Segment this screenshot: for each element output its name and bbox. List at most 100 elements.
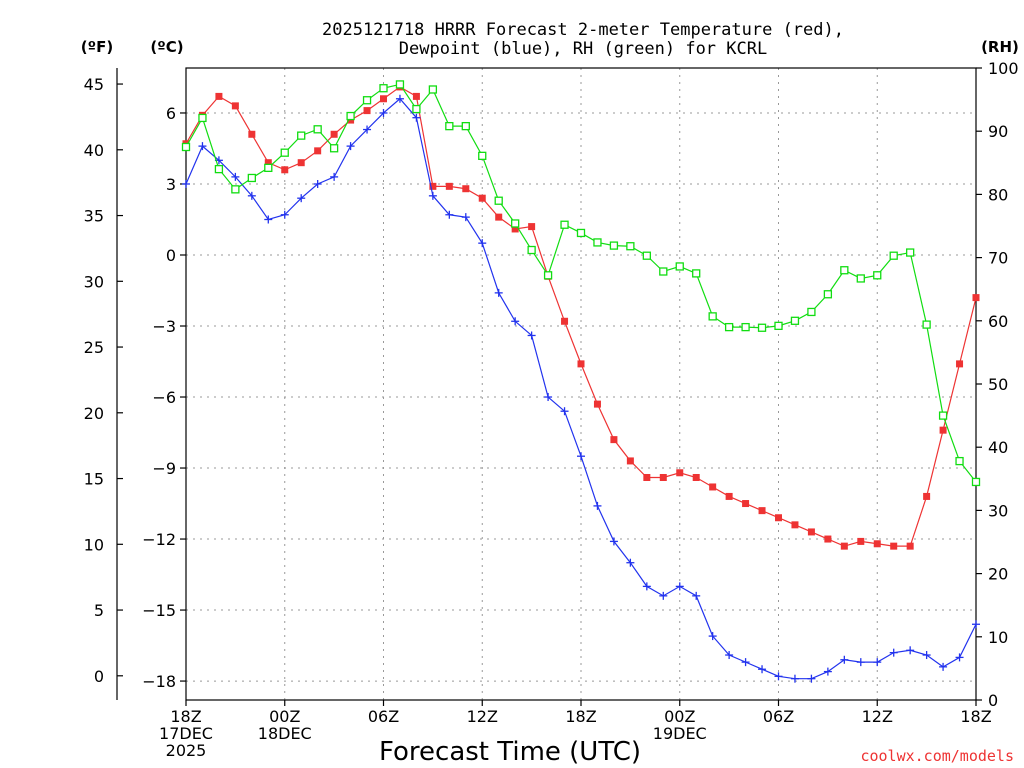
rh-point [461, 121, 470, 131]
temperature-point [775, 514, 782, 522]
rh-point [675, 262, 684, 271]
rh-point [576, 228, 586, 238]
rh-axis-label: (RH) [981, 38, 1019, 56]
temperature-point [807, 528, 815, 536]
rh-point [790, 316, 800, 325]
rh-point [527, 245, 536, 255]
dewpoint-point [280, 210, 289, 219]
dewpoint-point [379, 108, 388, 117]
temperature-point [857, 537, 865, 545]
rh-point [362, 96, 372, 105]
fahrenheit-tick-label: 0 [94, 667, 104, 686]
dewpoint-point [807, 674, 816, 683]
rh-point [823, 290, 833, 299]
rh-point [264, 163, 273, 173]
dewpoint-point [659, 591, 668, 600]
rh-point [280, 148, 289, 157]
x-tick-label: 12Z [467, 707, 498, 726]
dewpoint-point [395, 94, 404, 103]
x-tick-label: 19DEC [653, 724, 707, 743]
dewpoint-point [478, 239, 487, 248]
rh-point [494, 196, 503, 205]
temperature-point [709, 483, 717, 491]
temperature-point [610, 436, 618, 444]
temperature-point [380, 95, 387, 103]
temperature-point [330, 130, 338, 138]
temperature-point [297, 159, 305, 167]
celsius-tick-label: −6 [152, 388, 176, 407]
temperature-point [577, 360, 585, 368]
dewpoint-point [544, 393, 553, 402]
rh-point [247, 173, 256, 183]
rh-point [906, 248, 915, 257]
rh-point [840, 266, 849, 275]
celsius-tick-label: −3 [152, 317, 176, 336]
rh-point [757, 323, 767, 332]
rh-tick-label: 10 [988, 628, 1008, 647]
rh-tick-label: 20 [988, 565, 1008, 584]
rh-tick-label: 60 [988, 312, 1008, 331]
rh-tick-label: 90 [988, 122, 1008, 141]
celsius-tick-label: −15 [142, 601, 176, 620]
rh-tick-label: 30 [988, 501, 1008, 520]
dewpoint-point [346, 142, 355, 151]
dewpoint-point [182, 179, 190, 188]
dewpoint-point [577, 452, 585, 461]
rh-tick-label: 80 [988, 185, 1008, 204]
temperature-point [956, 360, 964, 368]
rh-point [692, 269, 701, 278]
rh-point [198, 113, 207, 123]
axis-ticks: 630−3−6−9−12−15−180510152025303540450102… [84, 59, 1019, 760]
celsius-tick-label: 0 [166, 246, 176, 265]
temperature-point [429, 182, 437, 190]
rh-tick-label: 40 [988, 438, 1008, 457]
dewpoint-point [790, 674, 799, 683]
temperature-point [890, 542, 898, 550]
temperature-point [511, 225, 519, 233]
temperature-point [478, 194, 486, 202]
celsius-tick-label: 6 [166, 104, 176, 123]
dewpoint-point [823, 667, 832, 676]
chart-title-line1: 2025121718 HRRR Forecast 2-meter Tempera… [322, 20, 844, 40]
series-layer [181, 80, 981, 683]
dewpoint-point [708, 632, 717, 641]
temperature-point [824, 535, 832, 543]
dewpoint-point [873, 658, 882, 667]
rh-point [511, 219, 520, 228]
temperature-point [923, 492, 931, 500]
temperature-point [528, 223, 536, 231]
dewpoint-point [906, 646, 915, 655]
dewpoint-point [494, 288, 503, 297]
temperature-point [281, 166, 289, 174]
temperature-point [231, 102, 239, 110]
dewpoint-point [741, 658, 750, 667]
temperature-point [412, 92, 420, 100]
x-tick-label: 18Z [565, 707, 596, 726]
fahrenheit-tick-label: 15 [84, 470, 104, 489]
rh-point [445, 121, 454, 131]
temperature-point [758, 507, 766, 515]
dewpoint-point [198, 142, 207, 151]
dewpoint-point [889, 648, 898, 657]
rh-point [609, 241, 619, 250]
fahrenheit-tick-label: 35 [84, 207, 104, 226]
dewpoint-point [363, 125, 372, 134]
rh-point [181, 142, 191, 152]
temperature-point [215, 92, 223, 100]
dewpoint-point [593, 501, 602, 510]
x-tick-label: 17DEC [159, 724, 213, 743]
temperature-point [873, 540, 881, 548]
dewpoint-point [758, 665, 767, 674]
rh-point [346, 111, 355, 121]
rh-tick-label: 100 [988, 59, 1019, 78]
fahrenheit-tick-label: 40 [84, 141, 104, 160]
dewpoint-point [313, 179, 322, 188]
temperature-point [725, 492, 733, 500]
rh-tick-label: 50 [988, 375, 1008, 394]
temperature-point [791, 521, 799, 529]
fahrenheit-tick-label: 20 [84, 404, 104, 423]
x-tick-label: 06Z [763, 707, 794, 726]
dewpoint-point [412, 113, 421, 122]
temperature-point [643, 473, 651, 481]
rh-point [659, 267, 668, 276]
